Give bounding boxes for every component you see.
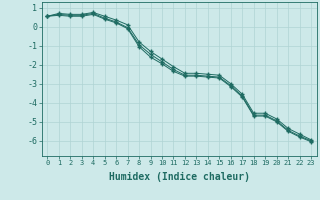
X-axis label: Humidex (Indice chaleur): Humidex (Indice chaleur) (109, 172, 250, 182)
